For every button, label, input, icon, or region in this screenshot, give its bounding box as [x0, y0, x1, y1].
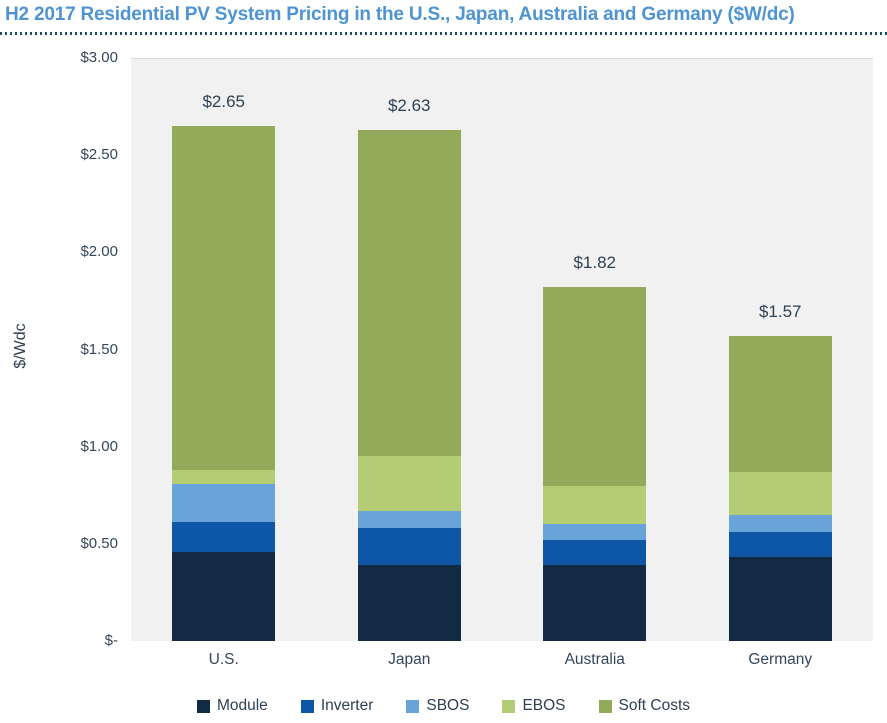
legend-item-inverter: Inverter: [300, 697, 374, 715]
y-tick-label: $2.50: [80, 146, 118, 164]
bar-segment-ebos: [172, 470, 276, 484]
bar-segment-soft-costs: [357, 129, 461, 457]
legend-label: EBOS: [522, 697, 566, 714]
y-tick-label: $0.50: [80, 534, 118, 552]
bar-segment-soft-costs: [728, 335, 832, 472]
legend-swatch-icon: [196, 699, 210, 713]
bar-segment-ebos: [357, 456, 461, 511]
title-divider: [0, 32, 887, 35]
bar-segment-module: [172, 551, 276, 641]
legend-swatch-icon: [300, 699, 314, 713]
bar-segment-inverter: [172, 522, 276, 552]
total-label: $2.63: [387, 95, 431, 115]
legend-item-module: Module: [196, 697, 268, 715]
x-category-label: U.S.: [208, 651, 239, 668]
total-label: $2.65: [202, 92, 246, 112]
bar-segment-module: [728, 557, 832, 641]
y-tick-label: $1.00: [80, 437, 118, 455]
legend-label: Inverter: [320, 697, 374, 714]
legend-label: Soft Costs: [618, 697, 691, 714]
chart-title: H2 2017 Residential PV System Pricing in…: [5, 4, 795, 25]
y-tick-label: $1.50: [80, 340, 118, 358]
bar-segment-soft-costs: [543, 287, 647, 486]
legend-item-sbos: SBOS: [406, 697, 469, 715]
y-tick-label: $3.00: [80, 49, 118, 66]
legend: Module Inverter SBOS EBOS Soft Costs: [0, 694, 887, 718]
bar-segment-module: [543, 565, 647, 641]
legend-item-soft-costs: Soft Costs: [598, 697, 691, 715]
y-axis-title: $/Wdc: [12, 323, 29, 369]
legend-swatch-icon: [598, 699, 612, 713]
bar-japan: [357, 129, 461, 641]
y-tick-label: $-: [104, 632, 118, 649]
bar-u-s-: [172, 126, 276, 641]
bar-segment-sbos: [728, 514, 832, 533]
total-label: $1.57: [758, 301, 802, 321]
bar-segment-soft-costs: [172, 126, 276, 471]
plot-area: [131, 58, 873, 641]
bar-segment-ebos: [728, 471, 832, 515]
bar-segment-module: [357, 565, 461, 641]
bar-germany: [728, 335, 832, 641]
x-category-label: Australia: [564, 651, 625, 668]
legend-swatch-icon: [406, 699, 420, 713]
legend-label: Module: [216, 697, 268, 714]
bar-segment-sbos: [357, 510, 461, 529]
legend-swatch-icon: [502, 699, 516, 713]
y-tick-label: $2.00: [80, 243, 118, 261]
legend-item-ebos: EBOS: [502, 697, 566, 715]
bar-segment-inverter: [728, 532, 832, 558]
bar-segment-inverter: [357, 528, 461, 566]
bar-australia: [543, 287, 647, 641]
total-label: $1.82: [573, 253, 617, 273]
legend-label: SBOS: [426, 697, 470, 714]
bar-segment-ebos: [543, 485, 647, 525]
x-category-label: Germany: [748, 651, 813, 668]
bar-segment-sbos: [172, 483, 276, 523]
bar-segment-inverter: [543, 539, 647, 566]
x-category-label: Japan: [388, 651, 431, 668]
bar-segment-sbos: [543, 524, 647, 540]
